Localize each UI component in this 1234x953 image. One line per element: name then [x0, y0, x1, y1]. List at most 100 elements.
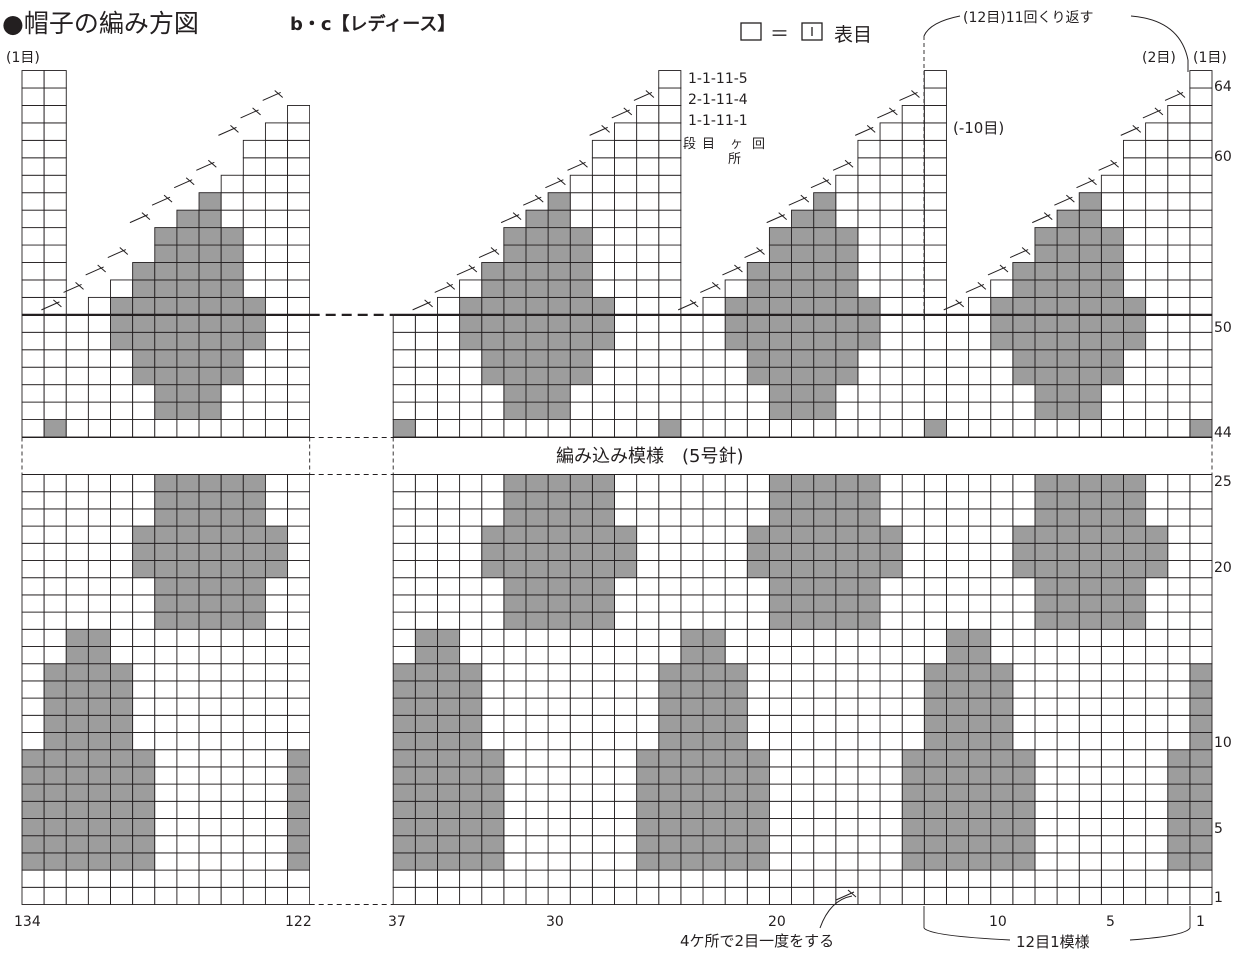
stitch-cell: [242, 628, 266, 647]
stitch-cell: [901, 401, 925, 421]
stitch-cell: [65, 384, 89, 403]
stitch-cell: [768, 628, 792, 647]
stitch-cell: [503, 766, 527, 785]
stitch-cell: [857, 262, 881, 281]
stitch-cell: [481, 508, 505, 527]
stitch-cell: [392, 349, 416, 368]
stitch-cell: [879, 818, 903, 837]
decrease-note-1: 1-1-11-5: [688, 71, 748, 87]
stitch-cell: [768, 508, 792, 527]
stitch-cell: [636, 611, 660, 630]
stitch-cell: [154, 491, 178, 510]
row-number: 60: [1214, 149, 1232, 165]
stitch-cell: [636, 157, 660, 176]
stitch-cell: [547, 244, 571, 263]
stitch-cell: [791, 542, 815, 561]
stitch-cell: [525, 594, 549, 613]
stitch-cell: [1189, 139, 1213, 159]
stitch-cell: [680, 628, 704, 647]
stitch-cell: [591, 646, 615, 665]
stitch-cell: [132, 714, 156, 733]
stitch-cell: [547, 611, 571, 630]
stitch-cell: [813, 680, 837, 699]
stitch-cell: [1056, 366, 1080, 386]
stitch-cell: [636, 296, 660, 316]
stitch-cell: [569, 419, 593, 438]
stitch-cell: [176, 886, 200, 905]
stitch-cell: [198, 783, 222, 802]
stitch-cell: [220, 869, 244, 888]
stitch-cell: [1056, 852, 1080, 871]
stitch-cell: [569, 192, 593, 211]
stitch-cell: [503, 349, 527, 368]
stitch-cell: [547, 697, 571, 716]
stitch-cell: [901, 262, 925, 281]
stitch-cell: [1123, 611, 1147, 630]
stitch-cell: [591, 419, 615, 438]
stitch-cell: [1145, 611, 1169, 630]
stitch-cell: [768, 732, 792, 751]
stitch-cell: [968, 680, 992, 699]
stitch-cell: [459, 508, 483, 527]
stitch-cell: [1078, 314, 1102, 333]
stitch-cell: [923, 525, 947, 544]
stitch-cell: [21, 474, 45, 493]
stitch-cell: [198, 818, 222, 837]
stitch-cell: [43, 611, 67, 630]
stitch-cell: [1145, 366, 1169, 386]
stitch-cell: [591, 474, 615, 493]
stitch-cell: [658, 174, 682, 194]
stitch-cell: [1167, 296, 1191, 316]
stitch-cell: [110, 401, 134, 421]
stitch-cell: [503, 646, 527, 665]
stitch-cell: [176, 366, 200, 386]
stitch-cell: [1189, 244, 1213, 263]
stitch-cell: [242, 474, 266, 493]
stitch-cell: [835, 331, 859, 351]
stitch-cell: [1034, 262, 1058, 281]
stitch-cell: [569, 577, 593, 596]
stitch-cell: [503, 783, 527, 802]
stitch-cell: [857, 783, 881, 802]
stitch-cell: [813, 331, 837, 351]
stitch-cell: [503, 419, 527, 438]
stitch-cell: [923, 192, 947, 211]
stitch-cell: [591, 680, 615, 699]
stitch-cell: [901, 474, 925, 493]
stitch-cell: [437, 491, 461, 510]
stitch-cell: [835, 419, 859, 438]
stitch-cell: [21, 209, 45, 229]
stitch-cell: [791, 577, 815, 596]
stitch-cell: [923, 646, 947, 665]
stitch-cell: [87, 886, 111, 905]
stitch-cell: [264, 262, 289, 281]
stitch-cell: [724, 384, 748, 403]
stitch-cell: [264, 279, 289, 298]
stitch-cell: [242, 157, 266, 176]
stitch-cell: [591, 663, 615, 682]
stitch-cell: [459, 835, 483, 854]
stitch-cell: [392, 594, 416, 613]
row-number: 1: [1214, 890, 1223, 906]
stitch-cell: [1034, 331, 1058, 351]
stitch-cell: [1167, 366, 1191, 386]
stitch-cell: [525, 209, 549, 229]
stitch-cell: [813, 732, 837, 751]
stitch-cell: [287, 886, 311, 905]
stitch-cell: [923, 663, 947, 682]
stitch-cell: [724, 800, 748, 819]
stitch-cell: [680, 474, 704, 493]
stitch-cell: [43, 886, 67, 905]
stitch-cell: [636, 886, 660, 905]
stitch-cell: [768, 262, 792, 281]
stitch-cell: [65, 732, 89, 751]
stitch-cell: [791, 766, 815, 785]
stitch-cell: [923, 732, 947, 751]
stitch-cell: [1056, 714, 1080, 733]
stitch-cell: [591, 157, 615, 176]
stitch-cell: [459, 314, 483, 333]
stitch-cell: [1012, 628, 1036, 647]
stitch-cell: [1123, 139, 1147, 159]
stitch-cell: [614, 491, 638, 510]
stitch-cell: [154, 542, 178, 561]
